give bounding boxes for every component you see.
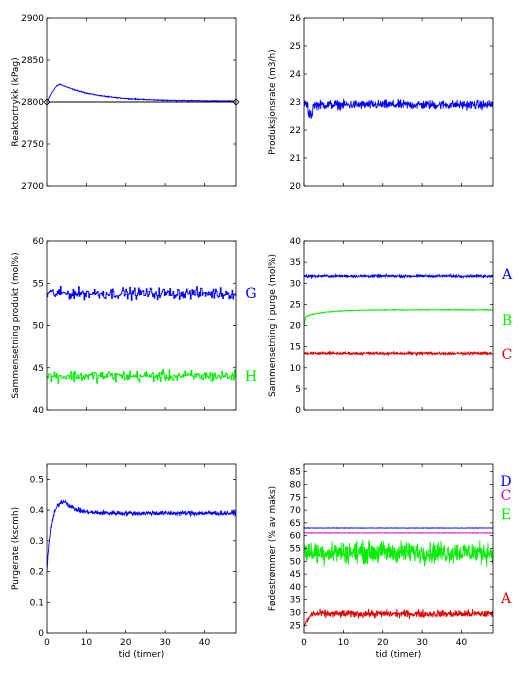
series-line-c	[304, 350, 493, 357]
y-tick-label: 45	[33, 364, 44, 374]
y-tick-label: 50	[33, 322, 45, 332]
y-tick-label: 50	[290, 557, 302, 567]
x-tick-label: 10	[338, 638, 350, 648]
y-tick-label: 80	[290, 480, 302, 490]
y-tick-label: 0	[295, 406, 301, 416]
series-label-c: C	[501, 488, 512, 504]
y-tick-label: 24	[290, 70, 302, 80]
x-tick-label: 20	[120, 638, 132, 648]
y-axis-label: Reaktortrykk (kPag)	[11, 57, 21, 146]
y-tick-label: 0.4	[30, 506, 45, 516]
y-tick-label: 21	[290, 154, 301, 164]
y-tick-label: 25	[290, 621, 301, 631]
y-tick-label: 0.1	[30, 598, 44, 608]
series-line	[47, 83, 236, 103]
y-tick-label: 2900	[21, 14, 44, 24]
series-line	[304, 98, 493, 119]
y-tick-label: 2800	[21, 98, 44, 108]
series-line-c	[304, 531, 493, 534]
x-tick-label: 30	[159, 638, 171, 648]
y-tick-label: 0	[38, 629, 44, 639]
y-tick-label: 35	[290, 596, 301, 606]
y-tick-label: 25	[290, 42, 301, 52]
y-tick-label: 40	[290, 583, 302, 593]
y-tick-label: 0.2	[30, 568, 44, 578]
series-label-b: B	[502, 313, 512, 329]
plot-frame	[46, 240, 237, 411]
series-line	[47, 499, 236, 571]
y-tick-label: 40	[33, 406, 45, 416]
y-tick-label: 35	[290, 258, 301, 268]
series-label-e: E	[501, 507, 511, 523]
series-label-a: A	[501, 267, 513, 283]
x-axis-label: tid (timer)	[376, 650, 422, 660]
x-tick-label: 10	[81, 638, 93, 648]
series-label-a: A	[500, 591, 512, 607]
y-axis-label: Fødestrømmer (% av maks)	[268, 486, 278, 611]
y-axis-label: Sammensetning i purge (mol%)	[268, 254, 278, 397]
y-tick-label: 70	[290, 506, 302, 516]
series-line-a	[304, 608, 493, 627]
series-label-g: G	[245, 286, 256, 302]
chart-panel-5: 0 10 20 30 40 0 0.1 0.2 0.3 0.4 0.5 Purgerate (kscm…	[11, 463, 237, 660]
y-tick-label: 75	[290, 493, 301, 503]
y-tick-label: 20	[290, 322, 302, 332]
chart-panel-4: 0 5 10 15 20 25 30 35 40 Sammensetning i purge (m…	[268, 237, 513, 416]
chart-panel-3: 40 45 50 55 60 Sammensetning produkt (mol%) G H	[11, 237, 257, 416]
series-line-d	[304, 527, 493, 529]
series-line-g	[47, 285, 236, 301]
x-tick-label: 0	[301, 638, 307, 648]
y-tick-label: 30	[290, 279, 302, 289]
y-tick-label: 2700	[21, 182, 44, 192]
y-tick-label: 60	[290, 532, 302, 542]
y-tick-label: 10	[290, 364, 302, 374]
series-line-h	[47, 368, 236, 384]
plot-frame	[303, 240, 494, 411]
y-tick-label: 20	[290, 182, 302, 192]
y-axis-label: Sammensetning produkt (mol%)	[11, 252, 21, 398]
series-label-c: C	[502, 347, 513, 363]
y-tick-label: 25	[290, 300, 301, 310]
series-line-b	[304, 308, 493, 326]
y-tick-label: 65	[290, 519, 301, 529]
plot-frame	[46, 463, 237, 634]
y-tick-label: 60	[33, 237, 45, 247]
x-tick-label: 30	[416, 638, 428, 648]
x-tick-label: 0	[44, 638, 50, 648]
y-tick-label: 22	[290, 126, 301, 136]
y-tick-label: 55	[33, 279, 44, 289]
y-tick-label: 26	[290, 14, 302, 24]
series-line-a	[304, 272, 493, 280]
series-line-e	[304, 539, 493, 568]
y-tick-label: 0.5	[30, 475, 44, 485]
x-axis-label: tid (timer)	[119, 650, 165, 660]
x-tick-label: 40	[456, 638, 468, 648]
y-tick-label: 45	[290, 570, 301, 580]
y-tick-label: 40	[290, 237, 302, 247]
y-tick-label: 15	[290, 343, 301, 353]
chart-panel-6: 0 10 20 30 40 25 30 35 40 45 50 55 60 65 70 75 80 85 Fødes…	[268, 463, 512, 660]
x-tick-label: 20	[377, 638, 389, 648]
y-tick-label: 30	[290, 609, 302, 619]
series-label-h: H	[245, 369, 257, 385]
y-tick-label: 23	[290, 98, 301, 108]
x-tick-label: 40	[199, 638, 211, 648]
y-tick-label: 2850	[21, 56, 44, 66]
chart-panel-2: 20 21 22 23 24 25 26 Produksjonsrate (m3/h)	[268, 14, 494, 192]
y-axis-label: Purgerate (kscmh)	[11, 507, 21, 590]
y-tick-label: 85	[290, 468, 301, 478]
y-tick-label: 5	[295, 385, 301, 395]
y-tick-label: 2750	[21, 140, 44, 150]
y-tick-label: 0.3	[30, 537, 44, 547]
y-tick-label: 55	[290, 545, 301, 555]
series-label-d: D	[500, 474, 511, 490]
chart-panel-1: 2700 2750 2800 2850 2900 Reaktortrykk (kPag)	[11, 14, 240, 192]
y-axis-label: Produksjonsrate (m3/h)	[268, 49, 278, 154]
